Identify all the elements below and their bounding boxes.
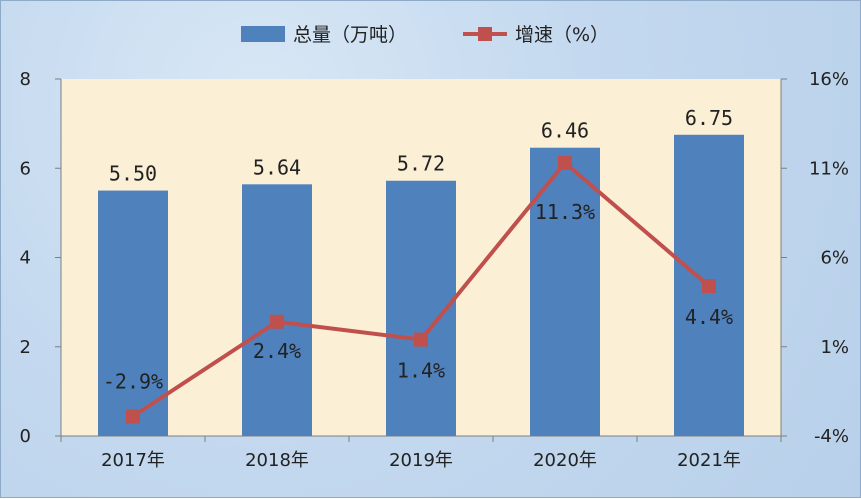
legend-label-growth: 增速（%） [515, 24, 609, 46]
x-tick-label: 2019年 [389, 450, 453, 471]
y-right-tick-label: -4% [814, 426, 849, 447]
legend-label-total: 总量（万吨） [293, 24, 407, 46]
line-marker [126, 409, 140, 424]
y-left-tick-label: 6 [20, 158, 31, 179]
y-left-tick-label: 4 [20, 248, 31, 269]
y-right-tick-label: 11% [809, 158, 849, 179]
bar-data-label: 5.50 [109, 162, 157, 186]
line-data-label: 1.4% [397, 359, 445, 383]
x-tick-label: 2017年 [101, 450, 165, 471]
bar [530, 147, 600, 436]
y-right-tick-label: 6% [820, 248, 849, 269]
legend-bar-swatch [241, 26, 285, 42]
line-data-label: -2.9% [103, 369, 163, 393]
x-tick-label: 2018年 [245, 450, 309, 471]
line-data-label: 4.4% [685, 305, 733, 329]
y-left-tick-label: 8 [20, 69, 31, 90]
bar-data-label: 6.46 [541, 119, 589, 143]
y-left-tick-label: 0 [20, 426, 31, 447]
line-data-label: 11.3% [535, 200, 595, 224]
y-right-tick-label: 1% [820, 337, 849, 358]
bar-data-label: 6.75 [685, 106, 733, 130]
y-right-tick-label: 16% [809, 69, 849, 90]
line-marker [270, 314, 284, 329]
x-tick-label: 2021年 [677, 450, 741, 471]
bar [242, 184, 312, 436]
line-marker [414, 332, 428, 347]
bar-data-label: 5.72 [397, 152, 445, 176]
bar [98, 190, 168, 436]
bar-data-label: 5.64 [253, 155, 301, 179]
legend-line-marker [478, 27, 492, 41]
x-tick-label: 2020年 [533, 450, 597, 471]
line-marker [702, 279, 716, 294]
line-marker [558, 155, 572, 170]
y-left-tick-label: 2 [20, 337, 31, 358]
line-data-label: 2.4% [253, 339, 301, 363]
